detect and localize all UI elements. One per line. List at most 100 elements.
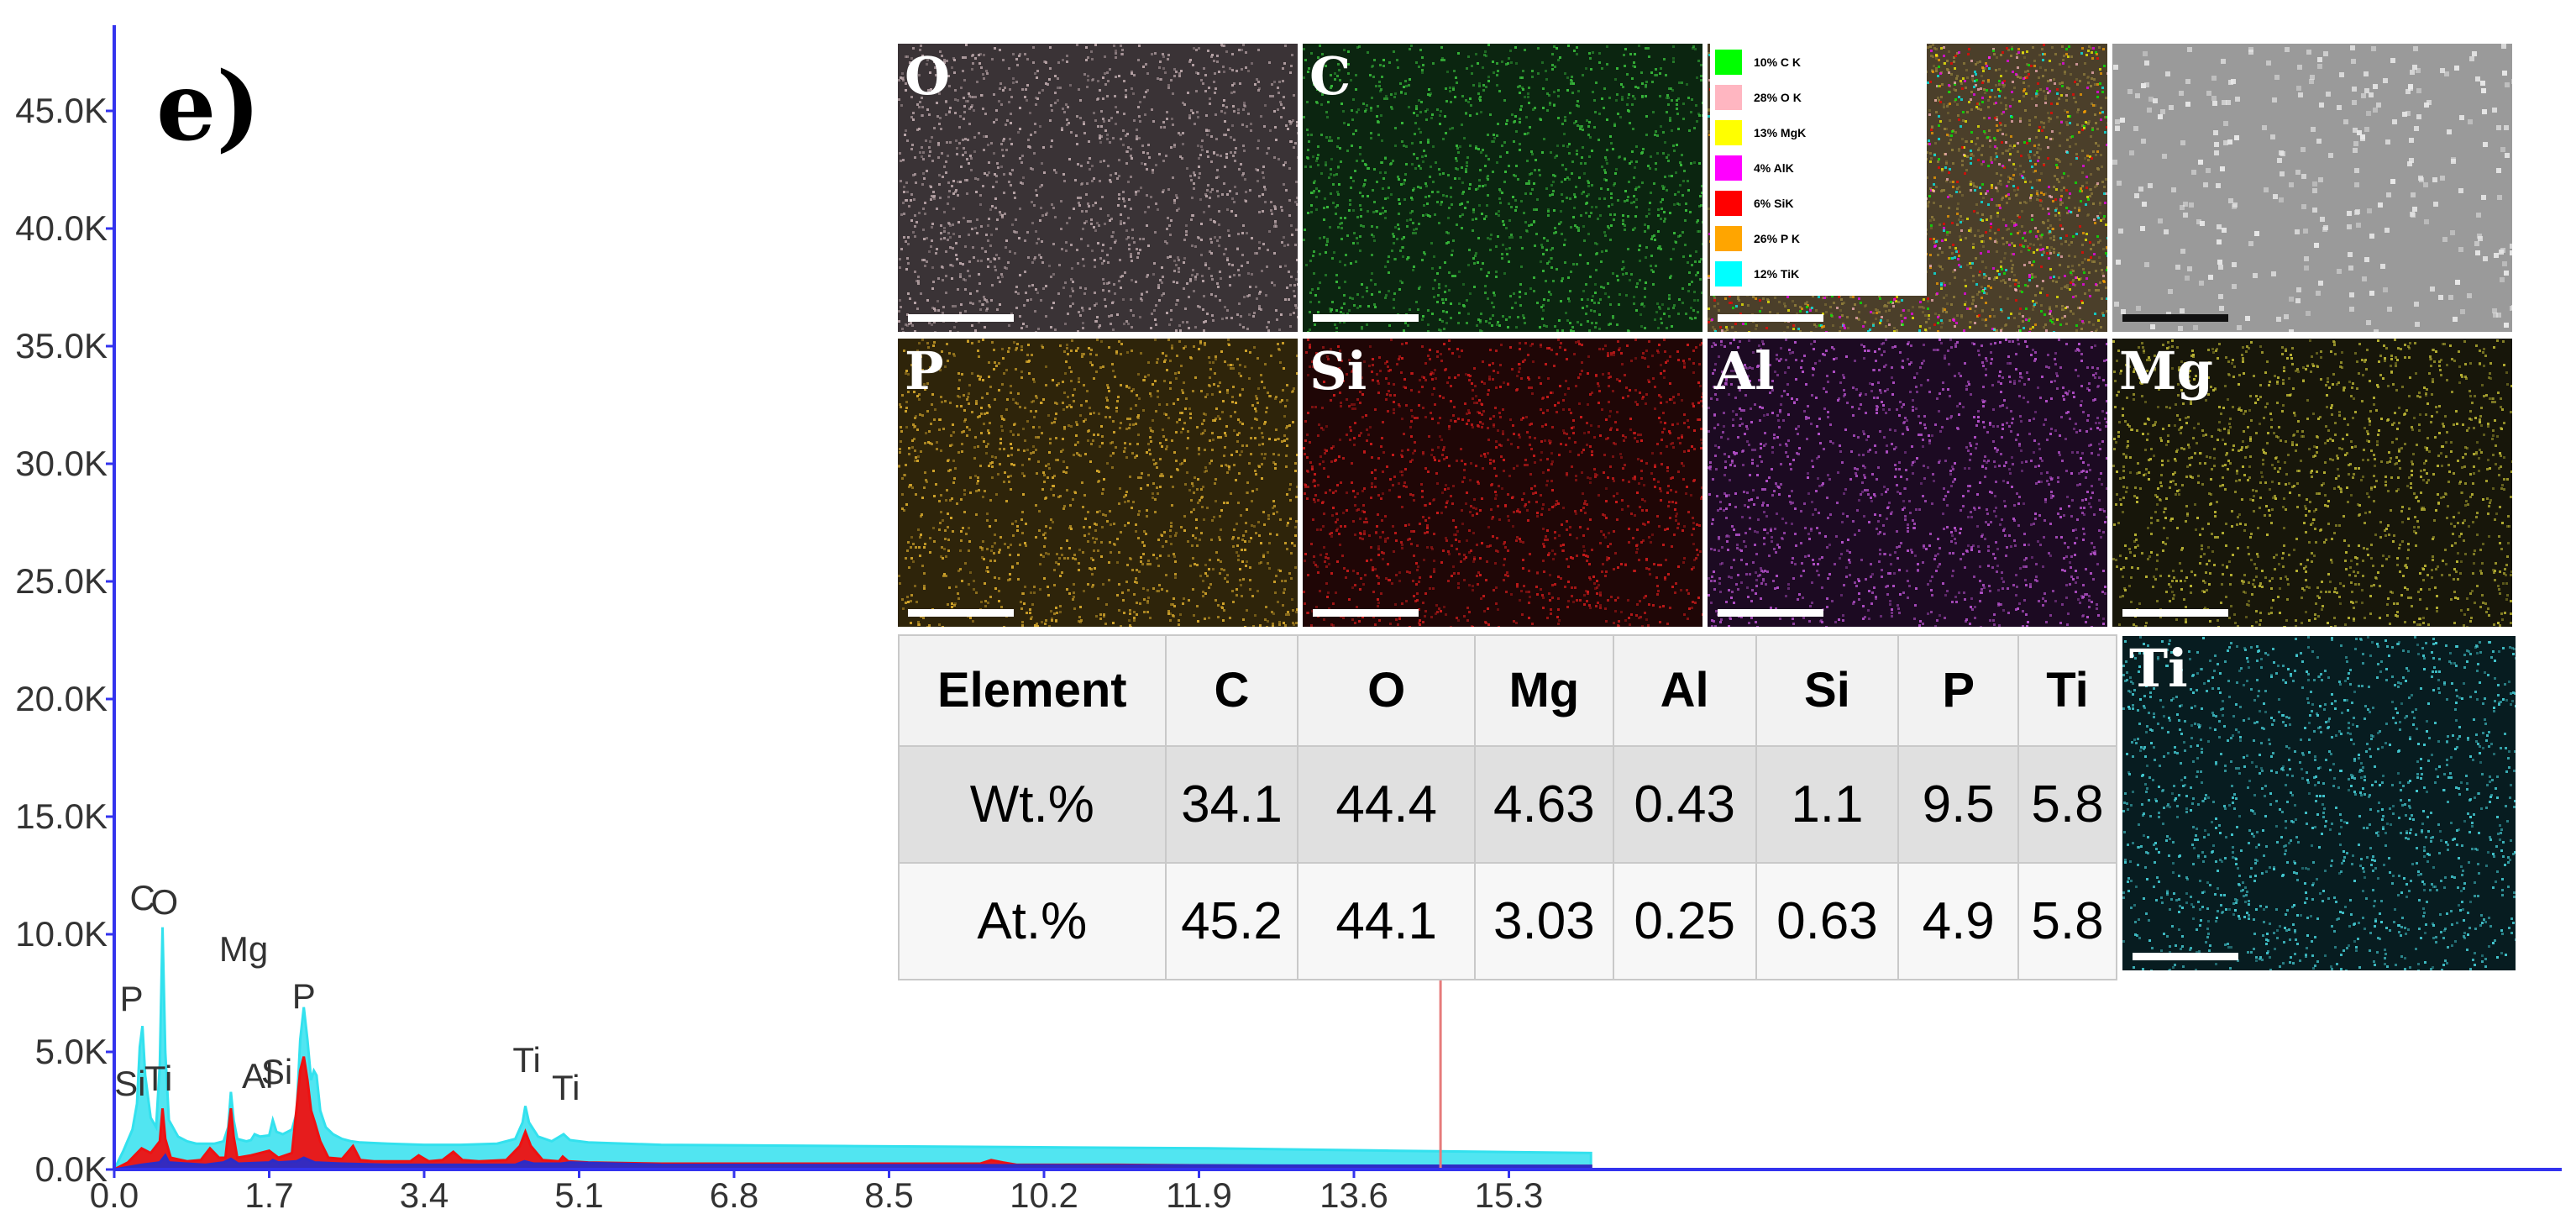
- peak-label: Ti: [512, 1039, 541, 1080]
- table-header-row: Element C O Mg Al Si P Ti: [898, 634, 2117, 747]
- y-tick-label: 15.0K: [15, 796, 108, 836]
- map-label: Mg: [2119, 340, 2213, 402]
- legend-text: 6% SiK: [1754, 197, 1794, 210]
- panel-label: e): [156, 52, 261, 162]
- table-header-cell: C: [1164, 634, 1299, 747]
- map-label: Si: [1309, 340, 1367, 402]
- legend-item: 13% MgK: [1715, 118, 1806, 148]
- table-cell: 44.1: [1297, 861, 1476, 981]
- map-texture: [1303, 44, 1702, 332]
- table-cell: 5.8: [2017, 744, 2117, 864]
- y-tick-label: 20.0K: [15, 679, 108, 718]
- table-row: At.% 45.2 44.1 3.03 0.25 0.63 4.9 5.8: [898, 861, 2117, 981]
- peak-label: Mg: [218, 929, 269, 970]
- x-tick-label: 15.3: [1474, 1175, 1544, 1215]
- y-tick-label: 45.0K: [15, 91, 108, 130]
- scale-bar: [908, 609, 1014, 617]
- scale-bar: [1313, 609, 1419, 617]
- table-row: Wt.% 34.1 44.4 4.63 0.43 1.1 9.5 5.8: [898, 744, 2117, 864]
- y-tick-label: 0.0K: [34, 1149, 108, 1189]
- map-label: O: [905, 45, 951, 107]
- table-header-cell: Al: [1612, 634, 1757, 747]
- map-c: C: [1303, 44, 1702, 332]
- x-tick-label: 1.7: [244, 1175, 294, 1215]
- peak-label: Ti: [144, 1059, 173, 1099]
- table-cell: 0.63: [1755, 861, 1900, 981]
- table-header-cell: Ti: [2017, 634, 2117, 747]
- map-si: Si: [1303, 339, 1702, 627]
- map-texture: [1708, 339, 2107, 627]
- scale-bar: [2122, 609, 2228, 617]
- legend-swatch: [1715, 50, 1742, 75]
- x-tick-label: 10.2: [1010, 1175, 1078, 1215]
- x-tick-label: 3.4: [399, 1175, 449, 1215]
- legend-item: 6% SiK: [1715, 188, 1793, 218]
- peak-label: Ti: [552, 1068, 580, 1108]
- x-tick-label: 6.8: [709, 1175, 759, 1215]
- y-tick-label: 35.0K: [15, 326, 108, 365]
- map-texture: [898, 44, 1298, 332]
- table-cell: 0.25: [1612, 861, 1757, 981]
- map-texture: [2112, 339, 2512, 627]
- y-tick-label: 30.0K: [15, 444, 108, 483]
- legend-item: 28% O K: [1715, 82, 1802, 113]
- scale-bar: [2122, 314, 2228, 322]
- table-cell: Wt.%: [898, 744, 1167, 864]
- table-header-cell: Element: [898, 634, 1167, 747]
- peak-label: Si: [260, 1051, 293, 1091]
- overlay-legend: 10% C K 28% O K 13% MgK 4% AlK 6% SiK 26…: [1710, 44, 1927, 296]
- peak-label: Al: [242, 1056, 274, 1096]
- table-header-cell: O: [1297, 634, 1476, 747]
- y-tick-label: 10.0K: [15, 914, 108, 954]
- legend-text: 28% O K: [1754, 91, 1802, 104]
- scale-bar: [1718, 314, 1823, 322]
- x-tick-label: 8.5: [864, 1175, 914, 1215]
- legend-swatch: [1715, 85, 1742, 110]
- legend-swatch: [1715, 191, 1742, 216]
- scale-bar: [1718, 609, 1823, 617]
- scale-bar: [1313, 314, 1419, 322]
- legend-swatch: [1715, 261, 1742, 286]
- map-p: P: [898, 339, 1298, 627]
- table-cell: 34.1: [1164, 744, 1299, 864]
- legend-text: 12% TiK: [1754, 267, 1800, 281]
- legend-swatch: [1715, 226, 1742, 251]
- map-ti: Ti: [2122, 636, 2516, 970]
- legend-swatch: [1715, 155, 1742, 181]
- legend-text: 26% P K: [1754, 232, 1800, 245]
- table-cell: 44.4: [1297, 744, 1476, 864]
- map-texture: [898, 339, 1298, 627]
- legend-text: 4% AlK: [1754, 161, 1794, 175]
- table-header-cell: Mg: [1473, 634, 1614, 747]
- table-cell: 4.63: [1473, 744, 1614, 864]
- x-tick-label: 11.9: [1166, 1175, 1232, 1215]
- map-label: P: [905, 340, 944, 402]
- table-cell: 5.8: [2017, 861, 2117, 981]
- legend-item: 4% AlK: [1715, 153, 1794, 183]
- table-cell: 4.9: [1897, 861, 2020, 981]
- peak-label: Si: [114, 1063, 146, 1103]
- x-tick-label: 13.6: [1319, 1175, 1388, 1215]
- map-label: Ti: [2129, 638, 2188, 699]
- legend-item: 12% TiK: [1715, 259, 1799, 289]
- table-cell: At.%: [898, 861, 1167, 981]
- table-cell: 45.2: [1164, 861, 1299, 981]
- y-tick-label: 25.0K: [15, 561, 108, 601]
- y-tick-label: 40.0K: [15, 208, 108, 248]
- map-label: C: [1309, 45, 1351, 107]
- map-label: Al: [1714, 340, 1775, 402]
- scale-bar: [908, 314, 1014, 322]
- series-blue: [113, 1153, 1592, 1171]
- table-header-cell: P: [1897, 634, 2020, 747]
- legend-text: 10% C K: [1754, 55, 1802, 69]
- peak-label: P: [119, 979, 144, 1018]
- map-texture: [2112, 44, 2512, 332]
- map-o: O: [898, 44, 1298, 332]
- peak-label: C: [129, 877, 155, 917]
- legend-item: 26% P K: [1715, 223, 1800, 254]
- table-cell: 9.5: [1897, 744, 2020, 864]
- table-cell: 3.03: [1473, 861, 1614, 981]
- composition-table: Element C O Mg Al Si P Ti Wt.% 34.1 44.4…: [898, 634, 2117, 981]
- x-tick-label: 5.1: [554, 1175, 604, 1215]
